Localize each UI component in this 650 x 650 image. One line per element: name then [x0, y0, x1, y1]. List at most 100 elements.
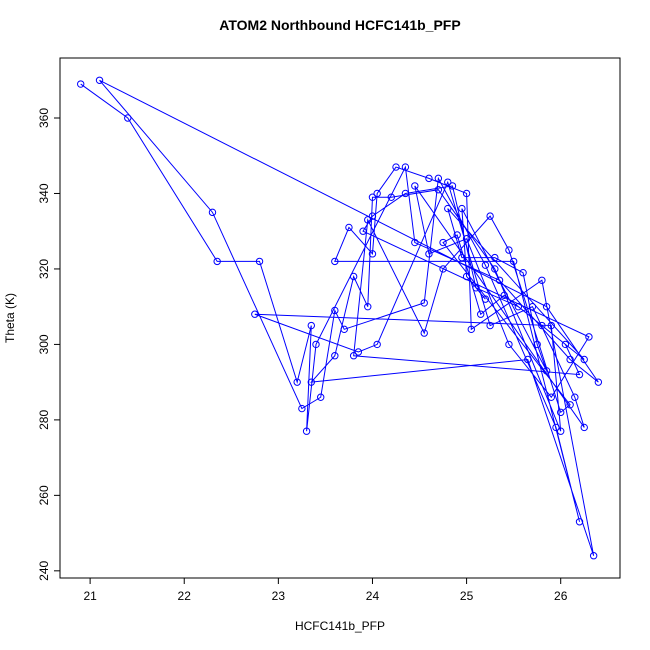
point	[538, 321, 546, 330]
point	[509, 257, 518, 266]
point	[566, 401, 574, 409]
point	[255, 257, 264, 266]
point	[458, 204, 466, 213]
point	[514, 302, 523, 311]
y-tick-label: 300	[37, 334, 51, 354]
point	[387, 193, 395, 201]
point	[472, 284, 480, 292]
point	[364, 216, 372, 224]
y-tick-label: 240	[37, 560, 51, 580]
point	[364, 302, 372, 311]
point	[331, 257, 339, 266]
point	[580, 423, 588, 432]
y-axis-label: Theta (K)	[3, 293, 17, 343]
point	[571, 393, 579, 401]
point	[462, 272, 471, 281]
plot-box	[59, 57, 621, 579]
x-tick-label: 21	[83, 589, 97, 603]
y-tick-label: 340	[37, 183, 51, 203]
chart-title: ATOM2 Northbound HCFC141b_PFP	[219, 17, 460, 33]
point	[589, 552, 598, 560]
x-tick-label: 25	[460, 589, 474, 603]
x-tick-label: 23	[272, 589, 286, 603]
y-tick-label: 260	[37, 485, 51, 505]
point	[425, 174, 433, 183]
y-tick-label: 360	[37, 108, 51, 128]
point	[411, 238, 419, 247]
point	[477, 310, 485, 318]
point	[95, 76, 104, 84]
point	[557, 427, 565, 435]
y-tick-label: 320	[37, 259, 51, 279]
point	[585, 333, 593, 341]
point	[547, 321, 555, 330]
point	[359, 227, 367, 235]
point	[491, 265, 499, 273]
point	[566, 355, 574, 364]
y-tick-label: 280	[37, 410, 51, 430]
x-axis-label: HCFC141b_PFP	[295, 619, 385, 633]
point	[439, 238, 447, 247]
point	[594, 378, 603, 386]
point	[354, 348, 363, 356]
point	[349, 352, 358, 360]
point	[340, 325, 348, 334]
point	[434, 185, 443, 194]
point	[444, 178, 452, 186]
point	[500, 291, 508, 300]
point	[425, 250, 433, 258]
point	[298, 404, 306, 413]
point	[373, 340, 381, 349]
point	[448, 182, 457, 190]
point	[495, 276, 504, 284]
x-tick-label: 22	[178, 589, 192, 603]
point	[317, 393, 325, 401]
point	[533, 340, 541, 349]
point	[368, 250, 377, 258]
point	[293, 378, 301, 386]
point	[411, 182, 419, 190]
point	[124, 114, 132, 122]
x-tick-label: 26	[554, 589, 568, 603]
point	[542, 367, 551, 375]
point	[77, 80, 85, 88]
point	[505, 246, 513, 254]
point	[575, 370, 584, 379]
point	[302, 427, 311, 435]
point	[208, 208, 217, 217]
point	[331, 352, 339, 360]
point	[491, 253, 499, 262]
point	[462, 235, 471, 243]
point	[307, 321, 315, 330]
point	[481, 261, 490, 269]
point	[458, 253, 466, 262]
point	[331, 306, 339, 315]
point	[481, 295, 490, 303]
point	[368, 212, 377, 220]
point	[307, 378, 315, 386]
point	[420, 299, 428, 307]
point	[312, 340, 320, 349]
point	[213, 257, 221, 266]
point	[392, 163, 400, 171]
point	[373, 189, 381, 198]
point	[486, 321, 494, 330]
point	[453, 231, 461, 239]
series-line	[80, 79, 599, 556]
point	[519, 269, 527, 277]
point	[538, 276, 546, 284]
point	[580, 355, 588, 364]
x-tick-label: 24	[366, 589, 380, 603]
point	[524, 355, 532, 364]
point	[462, 189, 471, 198]
point	[401, 189, 410, 198]
point	[434, 174, 443, 183]
point	[547, 393, 555, 401]
point	[486, 212, 494, 220]
point	[401, 163, 410, 171]
point	[528, 302, 537, 311]
point	[251, 310, 259, 318]
point	[552, 423, 560, 432]
point	[345, 223, 353, 232]
